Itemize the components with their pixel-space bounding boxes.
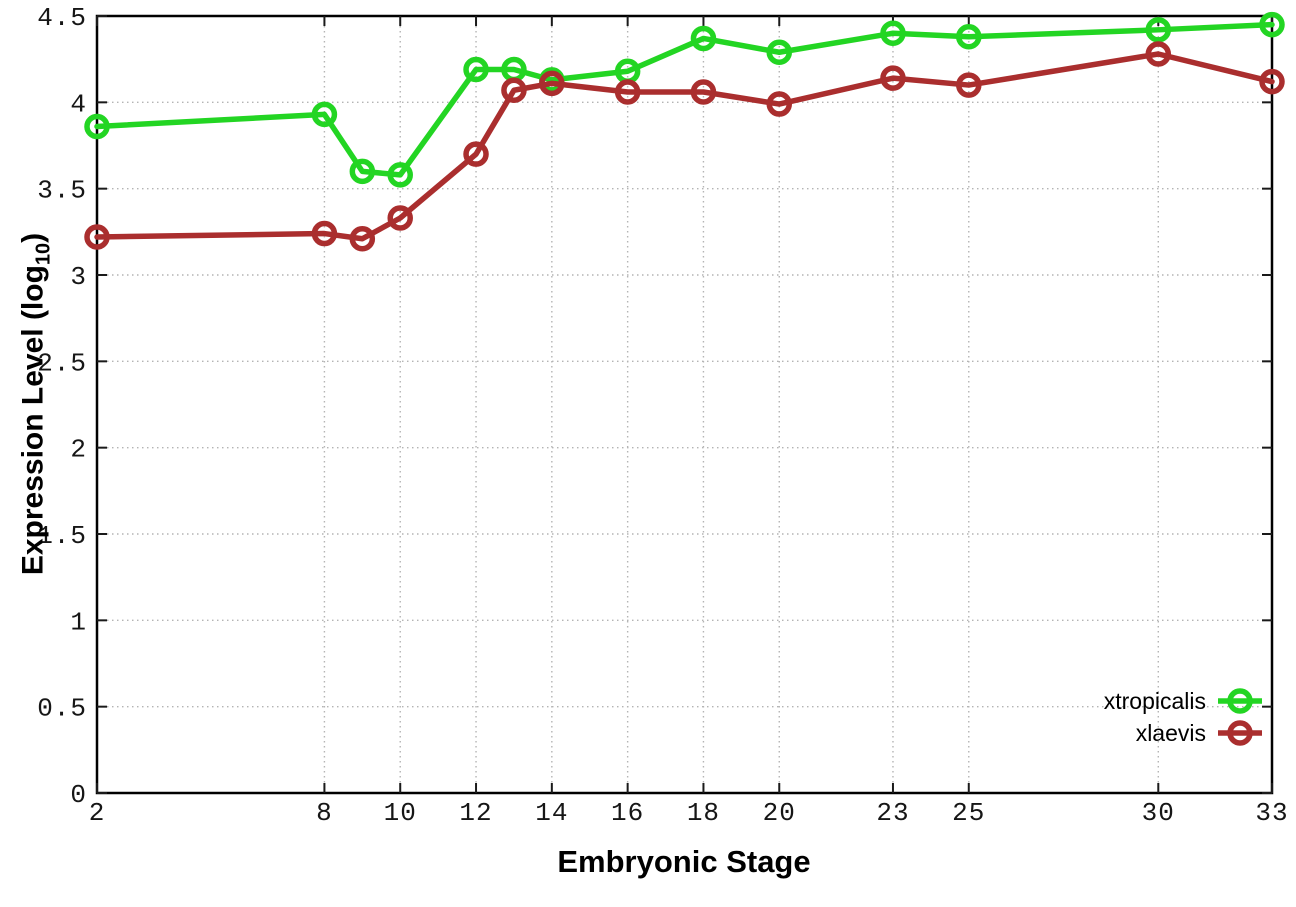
data-point-xlaevis bbox=[614, 79, 641, 105]
y-axis-title: Expression Level (log10) bbox=[17, 233, 56, 575]
y-tick-label: 0.5 bbox=[37, 694, 87, 724]
y-tick-label: 1 bbox=[70, 607, 87, 637]
series-line-xlaevis bbox=[94, 51, 1275, 242]
data-point-xtropicalis bbox=[1145, 17, 1172, 43]
legend-marker-xtropicalis bbox=[1227, 688, 1253, 714]
x-tick-label: 12 bbox=[459, 798, 492, 828]
data-point-xlaevis bbox=[1145, 41, 1172, 67]
data-point-xtropicalis bbox=[766, 39, 793, 66]
y-tick-label: 3 bbox=[70, 262, 87, 292]
data-point-xlaevis bbox=[463, 141, 489, 167]
x-tick-label: 20 bbox=[763, 798, 796, 828]
y-tick-label: 4 bbox=[70, 89, 87, 119]
data-point-xlaevis bbox=[539, 70, 565, 97]
y-axis-title-subscript: 10 bbox=[32, 242, 55, 266]
data-point-xtropicalis bbox=[463, 56, 489, 83]
data-point-xtropicalis bbox=[387, 162, 413, 188]
data-point-xtropicalis bbox=[349, 158, 376, 185]
y-tick-label: 0 bbox=[70, 780, 87, 810]
data-point-xtropicalis bbox=[1259, 11, 1285, 38]
y-axis-title-suffix: ) bbox=[16, 232, 50, 243]
x-tick-label: 25 bbox=[952, 798, 985, 828]
x-tick-label: 10 bbox=[384, 798, 417, 828]
data-point-xlaevis bbox=[311, 220, 338, 247]
data-point-xlaevis bbox=[387, 205, 413, 231]
data-point-xlaevis bbox=[690, 79, 717, 105]
data-point-xlaevis bbox=[349, 225, 376, 252]
y-tick-label: 4.5 bbox=[37, 3, 87, 33]
data-point-xtropicalis bbox=[880, 20, 906, 47]
y-tick-label: 3.5 bbox=[37, 176, 87, 206]
x-axis-title: Embryonic Stage bbox=[557, 844, 811, 879]
data-point-xtropicalis bbox=[956, 23, 982, 50]
data-point-xlaevis bbox=[956, 72, 982, 98]
data-point-xlaevis bbox=[880, 65, 906, 91]
data-point-xtropicalis bbox=[311, 101, 338, 128]
x-tick-label: 30 bbox=[1142, 798, 1175, 828]
series-line-xtropicalis bbox=[94, 21, 1275, 178]
data-point-xtropicalis bbox=[84, 113, 110, 140]
legend-marker-xlaevis bbox=[1227, 720, 1253, 746]
y-tick-label: 2 bbox=[70, 435, 87, 465]
data-point-xlaevis bbox=[501, 77, 527, 103]
legend-label-xtropicalis: xtropicalis bbox=[1104, 688, 1206, 714]
y-tick-label: 1.5 bbox=[37, 521, 87, 551]
x-tick-label: 14 bbox=[535, 798, 568, 828]
x-tick-label: 18 bbox=[687, 798, 720, 828]
x-tick-label: 16 bbox=[611, 798, 644, 828]
y-axis-title-text: Expression Level (log bbox=[16, 265, 50, 576]
plot-border bbox=[95, 14, 1274, 795]
y-tick-label: 2.5 bbox=[37, 348, 87, 378]
data-point-xlaevis bbox=[84, 224, 110, 250]
x-tick-label: 33 bbox=[1255, 798, 1288, 828]
data-point-xlaevis bbox=[766, 91, 793, 117]
data-point-xlaevis bbox=[1259, 68, 1285, 95]
legend-label-xlaevis: xlaevis bbox=[1136, 720, 1206, 746]
x-tick-label: 2 bbox=[89, 798, 106, 828]
x-tick-label: 8 bbox=[316, 798, 333, 828]
data-point-xtropicalis bbox=[690, 25, 717, 52]
x-tick-label: 23 bbox=[876, 798, 909, 828]
